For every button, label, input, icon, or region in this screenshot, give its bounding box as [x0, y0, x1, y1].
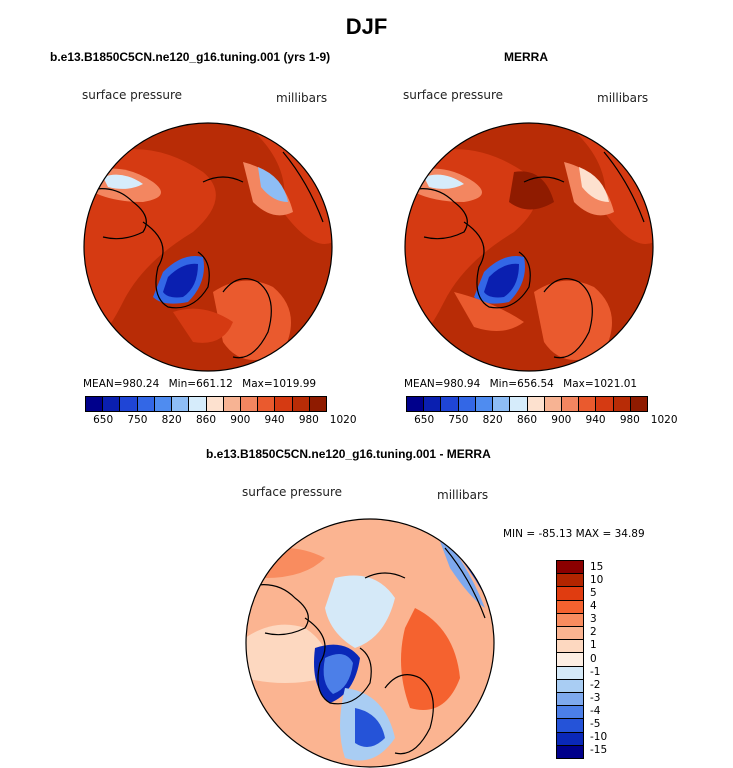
- colorbar-swatch: [493, 397, 511, 411]
- colorbar-swatch: [557, 719, 583, 733]
- colorbar-tick-label: 0: [590, 652, 597, 665]
- panel3-units-label: millibars: [437, 488, 489, 502]
- colorbar-tick-label: 820: [161, 414, 182, 426]
- colorbar-tick-label: 860: [195, 414, 217, 426]
- panel1-subtitle: b.e13.B1850C5CN.ne120_g16.tuning.001 (yr…: [50, 50, 331, 64]
- figure-title: DJF: [345, 14, 388, 39]
- colorbar-swatch: [103, 397, 121, 411]
- colorbar-tick-label: 15: [590, 560, 604, 573]
- colorbar-swatch: [309, 397, 327, 411]
- colorbar-tick-label: 650: [93, 414, 114, 426]
- panel3-polar-map: [245, 518, 495, 768]
- panel1-variable-label: surface pressure: [82, 88, 182, 102]
- colorbar-swatch: [557, 600, 583, 614]
- colorbar-swatch: [223, 397, 241, 411]
- colorbar-swatch: [258, 397, 276, 411]
- colorbar-tick-label: -2: [590, 678, 601, 691]
- colorbar-swatch: [557, 561, 583, 575]
- colorbar-tick-label: 940: [264, 414, 285, 426]
- colorbar-swatch: [189, 397, 207, 411]
- colorbar-swatch: [557, 666, 583, 680]
- panel3-colorbar: [556, 560, 584, 759]
- panel2-subtitle: MERRA: [504, 50, 548, 64]
- colorbar-tick-label: 940: [585, 414, 606, 426]
- colorbar-swatch: [557, 706, 583, 720]
- colorbar-swatch: [630, 397, 648, 411]
- colorbar-tick-label: -5: [590, 718, 601, 731]
- colorbar-swatch: [154, 397, 173, 411]
- colorbar-swatch: [613, 397, 631, 411]
- colorbar-tick-label: 1020: [650, 414, 678, 426]
- colorbar-swatch: [557, 640, 583, 654]
- colorbar-swatch: [561, 397, 580, 411]
- colorbar-swatch: [527, 397, 545, 411]
- panel3-subtitle: b.e13.B1850C5CN.ne120_g16.tuning.001 - M…: [206, 447, 491, 461]
- colorbar-swatch: [206, 397, 224, 411]
- colorbar-swatch: [458, 397, 476, 411]
- panel3-variable-label: surface pressure: [242, 485, 342, 499]
- colorbar-swatch: [441, 397, 459, 411]
- colorbar-swatch: [292, 397, 310, 411]
- colorbar-swatch: [557, 693, 583, 707]
- colorbar-swatch: [510, 397, 528, 411]
- colorbar-tick-label: 1: [590, 639, 597, 652]
- colorbar-swatch: [172, 397, 190, 411]
- panel2-polar-map: [404, 122, 654, 372]
- colorbar-tick-label: 1020: [329, 414, 357, 426]
- colorbar-tick-label: 750: [127, 414, 148, 426]
- colorbar-tick-label: 900: [230, 414, 251, 426]
- colorbar-swatch: [120, 397, 138, 411]
- colorbar-swatch: [596, 397, 614, 411]
- panel1-colorbar: [85, 396, 327, 412]
- colorbar-swatch: [579, 397, 597, 411]
- colorbar-tick-label: 900: [551, 414, 572, 426]
- panel2-variable-label: surface pressure: [403, 88, 503, 102]
- colorbar-swatch: [557, 613, 583, 628]
- colorbar-swatch: [475, 397, 494, 411]
- colorbar-swatch: [86, 397, 104, 411]
- panel2-units-label: millibars: [597, 91, 649, 105]
- colorbar-swatch: [557, 574, 583, 588]
- colorbar-swatch: [557, 587, 583, 601]
- colorbar-tick-label: 5: [590, 586, 597, 599]
- panel2-stats: MEAN=980.94 Min=656.54 Max=1021.01: [404, 378, 638, 390]
- colorbar-swatch: [557, 653, 583, 667]
- colorbar-tick-label: -4: [590, 705, 601, 718]
- colorbar-swatch: [407, 397, 425, 411]
- colorbar-tick-label: 4: [590, 599, 597, 612]
- colorbar-swatch: [137, 397, 155, 411]
- colorbar-tick-label: 980: [298, 414, 319, 426]
- colorbar-swatch: [557, 745, 583, 759]
- panel1-stats: MEAN=980.24 Min=661.12 Max=1019.99: [83, 378, 317, 390]
- colorbar-tick-label: 980: [619, 414, 640, 426]
- colorbar-swatch: [557, 679, 583, 694]
- panel1-units-label: millibars: [276, 91, 328, 105]
- colorbar-tick-label: 3: [590, 613, 597, 626]
- colorbar-tick-label: 650: [414, 414, 435, 426]
- colorbar-tick-label: -1: [590, 665, 601, 678]
- colorbar-tick-label: 10: [590, 573, 604, 586]
- colorbar-swatch: [544, 397, 562, 411]
- colorbar-tick-label: 2: [590, 626, 597, 639]
- panel3-min-max: MIN = -85.13 MAX = 34.89: [503, 528, 645, 540]
- colorbar-swatch: [275, 397, 293, 411]
- colorbar-tick-label: 750: [448, 414, 469, 426]
- colorbar-tick-label: -3: [590, 691, 601, 704]
- colorbar-tick-label: -15: [590, 744, 608, 757]
- colorbar-swatch: [424, 397, 442, 411]
- colorbar-tick-label: 820: [482, 414, 503, 426]
- colorbar-swatch: [240, 397, 259, 411]
- colorbar-tick-label: -10: [590, 731, 608, 744]
- panel2-colorbar: [406, 396, 648, 412]
- colorbar-swatch: [557, 732, 583, 746]
- colorbar-swatch: [557, 627, 583, 641]
- panel1-polar-map: [83, 122, 333, 372]
- colorbar-tick-label: 860: [516, 414, 538, 426]
